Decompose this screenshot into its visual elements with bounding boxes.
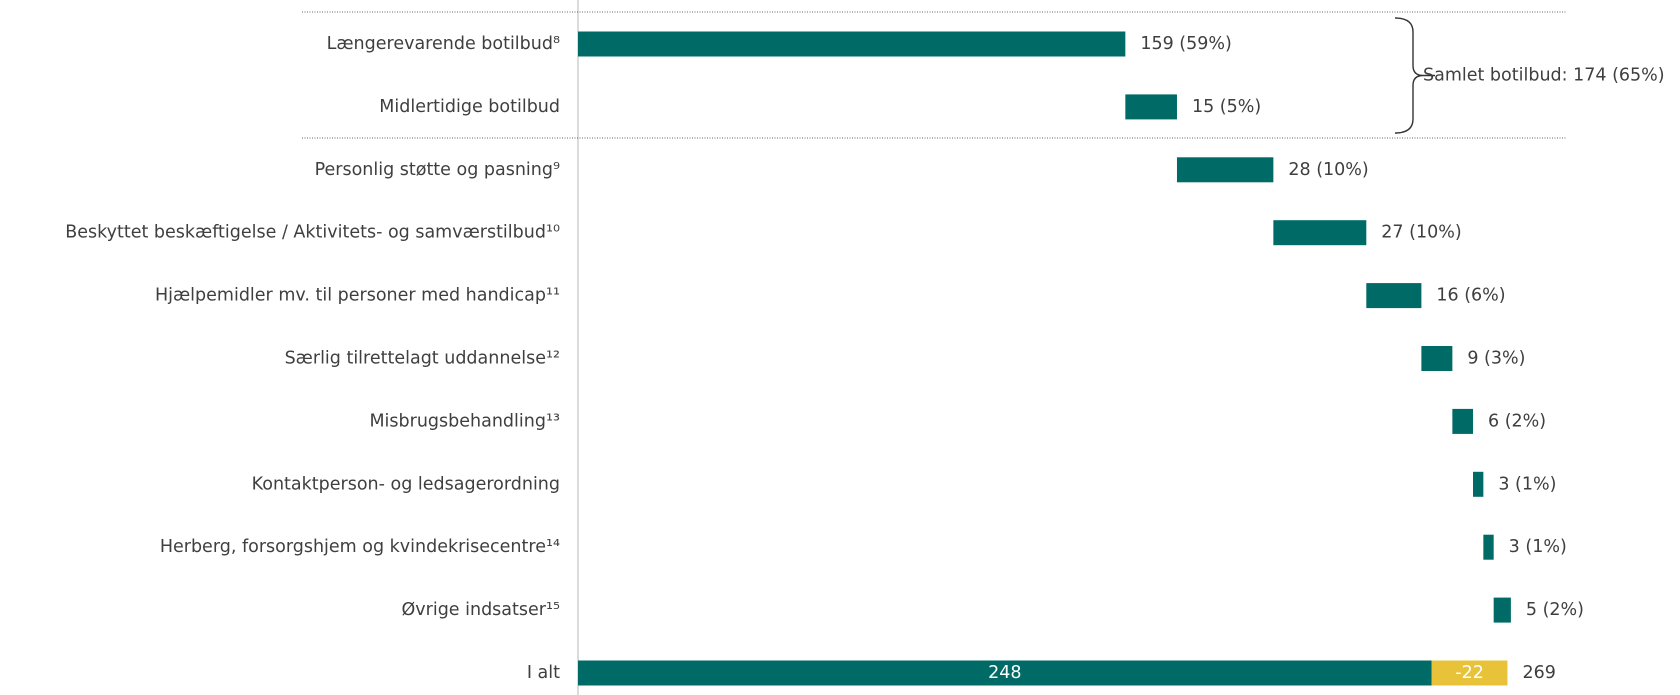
value-label: 9 (3%)	[1467, 349, 1525, 369]
bar	[1483, 534, 1494, 560]
bar	[1176, 157, 1274, 183]
bar	[578, 31, 1126, 57]
bracket-label: Samlet botilbud: 174 (65%)	[1423, 66, 1665, 86]
bar	[1366, 283, 1422, 309]
value-label: 27 (10%)	[1381, 223, 1461, 243]
value-labels: 159 (59%) 15 (5%) 28 (10%) 27 (10%) 16 (6%) 9…	[988, 34, 1584, 683]
bar	[1493, 597, 1511, 623]
value-label: 3 (1%)	[1509, 537, 1567, 557]
total-segment-bar	[1431, 660, 1508, 686]
bar	[1125, 94, 1177, 120]
category-label: Kontaktperson- og ledsagerordning	[252, 474, 560, 494]
value-label: 269	[1522, 663, 1555, 683]
value-label: 5 (2%)	[1526, 600, 1584, 620]
category-label: Længerevarende botilbud⁸	[327, 34, 560, 54]
value-label: 6 (2%)	[1488, 411, 1546, 431]
value-label: 28 (10%)	[1288, 160, 1368, 180]
bar	[1273, 220, 1367, 246]
category-label: Misbrugsbehandling¹³	[369, 411, 560, 431]
value-label: 15 (5%)	[1192, 97, 1261, 117]
bar	[1421, 346, 1453, 371]
category-label: Midlertidige botilbud	[379, 97, 560, 117]
value-label: 3 (1%)	[1498, 474, 1556, 494]
bars	[578, 31, 1511, 686]
total-segment-label: 248	[988, 663, 1021, 683]
total-segment-bar	[578, 660, 1432, 686]
category-label: Herberg, forsorgshjem og kvindekrisecent…	[160, 537, 560, 557]
bracket-brace	[1394, 17, 1435, 134]
category-label: Særlig tilrettelagt uddannelse¹²	[285, 349, 560, 369]
category-label: Hjælpemidler mv. til personer med handic…	[155, 286, 560, 306]
botilbud-bracket: Samlet botilbud: 174 (65%)	[1394, 17, 1665, 134]
category-label: Personlig støtte og pasning⁹	[315, 160, 560, 180]
category-label: Øvrige indsatser¹⁵	[402, 600, 561, 620]
value-label: 16 (6%)	[1436, 286, 1505, 306]
bar	[1473, 471, 1484, 497]
category-labels: Længerevarende botilbud⁸ Midlertidige bot…	[65, 34, 560, 683]
value-label: 159 (59%)	[1140, 34, 1232, 54]
bar	[1452, 408, 1474, 434]
total-segment-label: -22	[1455, 663, 1484, 683]
category-label: Beskyttet beskæftigelse / Aktivitets- og…	[65, 223, 560, 243]
category-label: I alt	[527, 663, 560, 683]
